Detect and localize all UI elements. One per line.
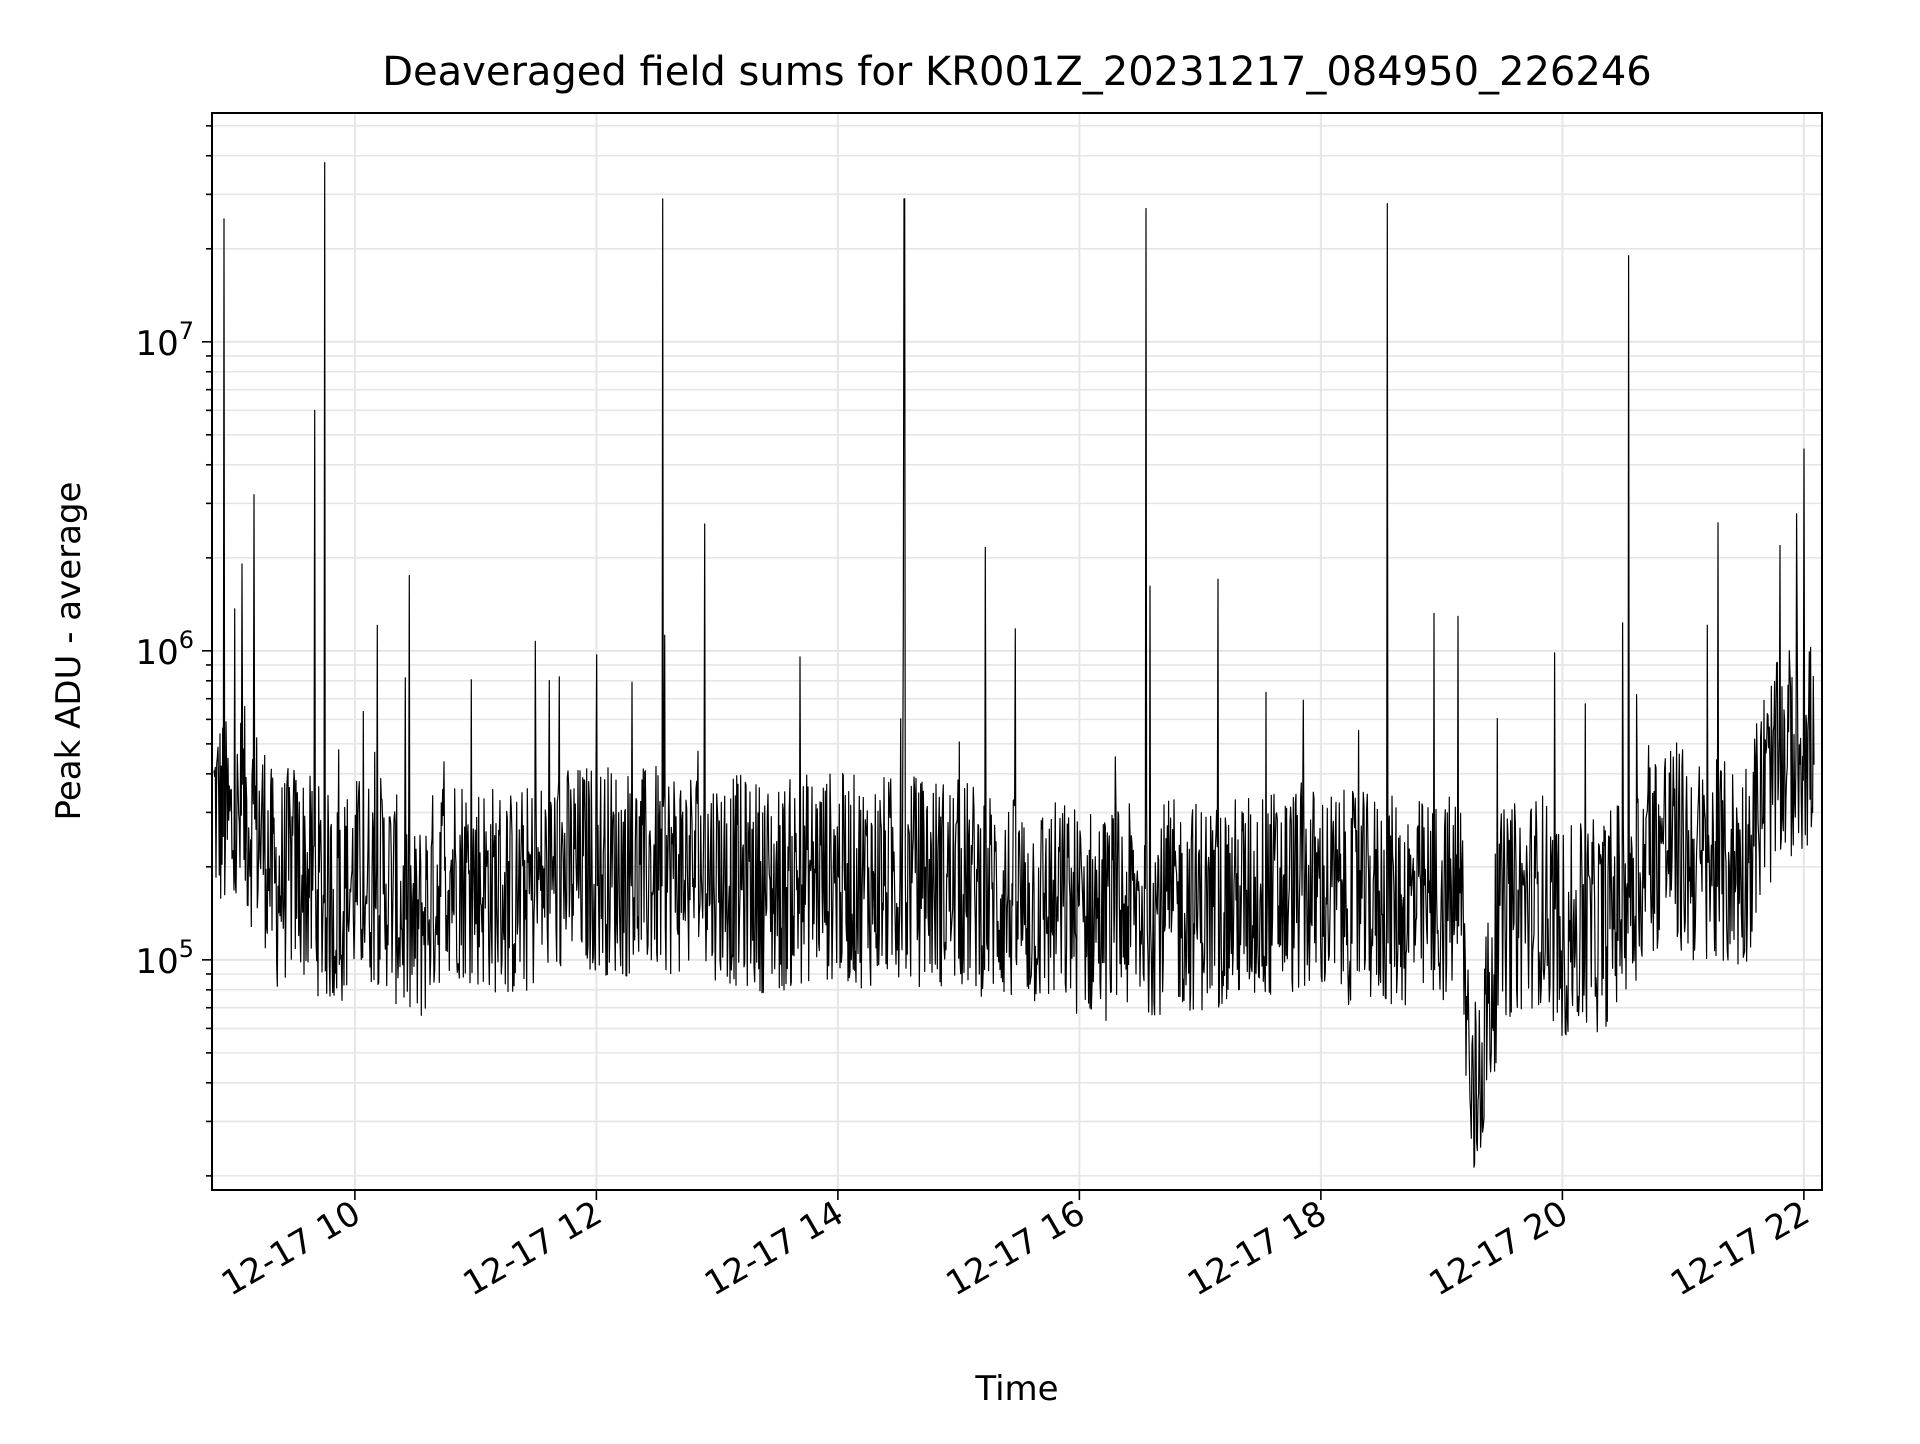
x-axis-label: Time xyxy=(974,1369,1058,1409)
y-axis-label: Peak ADU - average xyxy=(49,482,89,821)
chart-title: Deaveraged field sums for KR001Z_2023121… xyxy=(382,49,1651,95)
